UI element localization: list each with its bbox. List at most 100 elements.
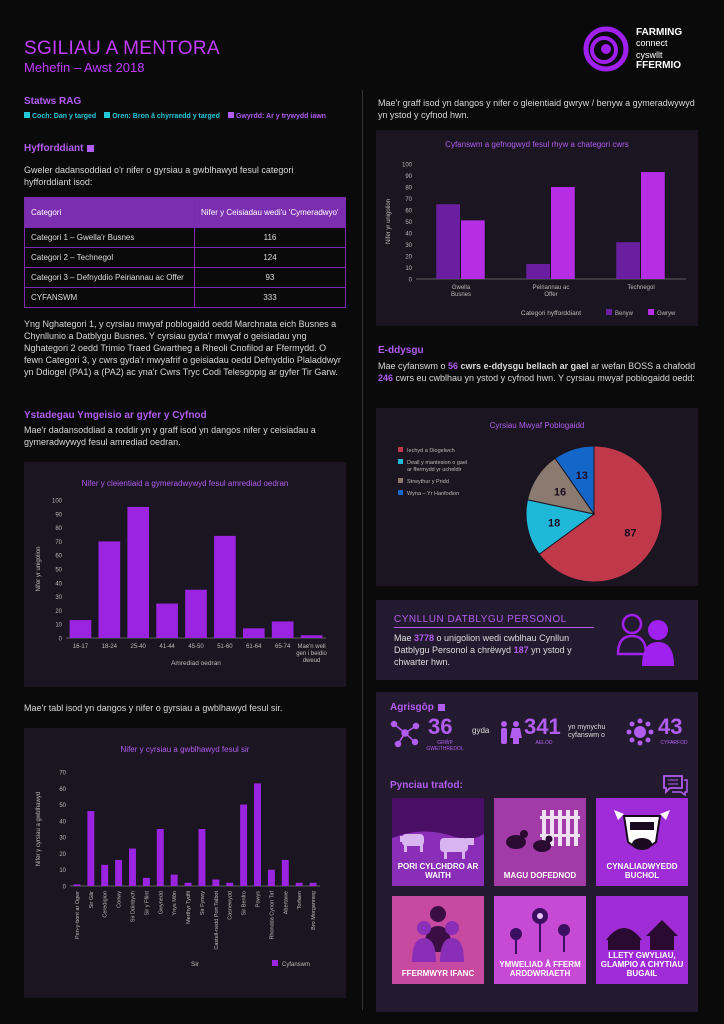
- y-tick-label: 10: [405, 266, 412, 272]
- ages-intro: Mae'r dadansoddiad a roddir yn y graff i…: [24, 425, 316, 447]
- training-body: Yng Nghategori 1, y cyrsiau mwyaf poblog…: [24, 319, 341, 377]
- bar: [551, 187, 575, 279]
- table-cell: 124: [194, 247, 346, 268]
- pie-data-label: 18: [548, 518, 560, 530]
- legend-swatch: [648, 309, 654, 315]
- y-tick-label: 40: [405, 232, 412, 238]
- page-subtitle: Mehefin – Awst 2018: [24, 60, 145, 75]
- x-tick-label: Pen-y-bont ar Ogwr: [75, 891, 81, 939]
- y-tick-label: 70: [405, 197, 412, 203]
- pie-data-label: 16: [554, 486, 566, 498]
- x-tick-label: Ynys Môn: [172, 891, 178, 915]
- y-axis-label: Nifer yr unigolion: [36, 546, 42, 591]
- x-tick-label: 51-60: [217, 644, 233, 650]
- topic-label: CYNALIADWYEDD BUCHOL: [606, 862, 678, 880]
- x-axis-label: Categori hyfforddiant: [521, 310, 581, 317]
- y-tick-label: 90: [55, 512, 62, 518]
- legend-swatch: [398, 478, 403, 483]
- gender-intro: Mae'r graff isod yn dangos y nifer o gle…: [378, 98, 695, 120]
- gender-chart-panel: Cyfanswm a gefnogwyd fesul rhyw a chateg…: [376, 130, 698, 326]
- swirl-logo-icon: [583, 26, 629, 72]
- y-tick-label: 10: [59, 868, 66, 874]
- x-tick-label: Torfaen: [297, 891, 303, 909]
- topics-title: Pynciau trafod:: [390, 780, 463, 791]
- pie-slice: [538, 445, 663, 583]
- x-tick-label: Sir Benfro: [242, 891, 248, 915]
- x-tick-label: Casnewydd: [228, 891, 234, 920]
- topic-tile-grazing: PORI CYLCHDRO AR WAITH: [392, 798, 484, 886]
- x-tick-label: Abertawe: [283, 891, 289, 914]
- pie-chart-panel: Cyrsiau Mwyaf Poblogaidd 87 18 16 13 Iechyd a…: [376, 408, 698, 586]
- people-icon: [616, 613, 674, 666]
- topic-tile-young-farmers: FFERMWYR IFANC: [392, 896, 484, 984]
- poultry-icon: [494, 798, 586, 886]
- table-cell: 333: [194, 287, 346, 308]
- topic-tile-cattle: CYNALIADWYEDD BUCHOL: [596, 798, 688, 886]
- y-tick-label: 60: [405, 209, 412, 215]
- bar: [254, 783, 261, 886]
- bar: [198, 829, 206, 886]
- pdp-text: Mae 3778 o unigolion wedi cwblhau Cynllu…: [394, 633, 572, 667]
- legend-label: Iechyd a Diogelwch: [407, 448, 455, 454]
- bar: [526, 264, 550, 279]
- bar: [641, 172, 665, 279]
- legend-label: Cyfanswm: [282, 962, 310, 968]
- logo-ffermio: FFERMIO: [636, 60, 681, 71]
- topic-tile-horticulture: YMWELIAD Â FFERM ARDDWRIAETH: [494, 896, 586, 984]
- section-square-icon: [437, 703, 445, 711]
- network-icon: [390, 720, 420, 748]
- rag-red: Coch: Dan y targed: [24, 112, 96, 120]
- y-tick-label: 50: [55, 568, 62, 574]
- bar: [295, 882, 303, 886]
- chart-title: Cyfanswm a gefnogwyd fesul rhyw a chateg…: [445, 140, 629, 149]
- gender-chart: Cyfanswm a gefnogwyd fesul rhyw a chateg…: [386, 140, 686, 317]
- table-cell: Categori 2 – Technegol: [24, 247, 195, 268]
- x-tick-label: 41-44: [159, 644, 175, 650]
- x-tick-label: Conwy: [117, 891, 123, 908]
- table-cell: Categori 3 – Defnyddio Peiriannau ac Off…: [24, 267, 195, 288]
- topic-label: LLETY GWYLIAU, GLAMPIO A CHYTIAU BUGAIL: [600, 951, 684, 978]
- y-tick-label: 50: [59, 803, 66, 809]
- legend-swatch: [398, 459, 403, 464]
- y-tick-label: 30: [55, 595, 62, 601]
- bar: [242, 628, 265, 638]
- rag-title: Statws RAG: [24, 96, 82, 107]
- y-tick-label: 20: [59, 852, 66, 858]
- elearning-title: E-ddysgu: [378, 345, 424, 356]
- legend-label: Benyw: [615, 311, 634, 317]
- bar: [87, 811, 95, 886]
- table-row: Categori 3 – Defnyddio Peiriannau ac Off…: [24, 267, 346, 288]
- table-header-count: Nifer y Ceisiadau wedi'u 'Cymeradwyo': [194, 197, 346, 228]
- bar: [436, 204, 460, 279]
- x-tick-label: 65-74: [275, 644, 291, 650]
- bar: [281, 859, 289, 886]
- bar: [101, 864, 109, 886]
- topic-label: MAGU DOFEDNOD: [503, 871, 577, 880]
- elearning-text: Mae cyfanswm o 56 cwrs e-ddysgu bellach …: [378, 361, 696, 383]
- x-tick-label: 25-40: [131, 644, 147, 650]
- y-tick-label: 70: [59, 771, 66, 777]
- topic-label: FFERMWYR IFANC: [401, 969, 475, 978]
- y-tick-label: 50: [405, 220, 412, 226]
- y-tick-label: 10: [55, 623, 62, 629]
- x-axis-label: Sir: [191, 961, 200, 968]
- pdp-title: CYNLLUN DATBLYGU PERSONOL: [394, 614, 567, 625]
- legend-swatch: [398, 447, 403, 452]
- members-count: 341: [524, 714, 561, 739]
- bar: [185, 589, 207, 638]
- bar: [98, 541, 121, 638]
- training-table: Categori Nifer y Ceisiadau wedi'u 'Cymer…: [24, 197, 346, 308]
- page-title: SGILIAU A MENTORA: [24, 38, 220, 59]
- bar: [115, 859, 123, 886]
- y-tick-label: 20: [55, 609, 62, 615]
- ages-after: Mae'r tabl isod yn dangos y nifer o gyrs…: [24, 703, 283, 713]
- age-chart: Nifer y cleientiaid a gymeradwywyd fesul…: [36, 479, 328, 667]
- cow-head-icon: [596, 798, 688, 886]
- x-tick-label: 18-24: [102, 644, 118, 650]
- ages-title: Ystadegau Ymgeisio ar gyfer y Cyfnod: [24, 410, 207, 421]
- x-tick-label: Bro Morgannwg: [311, 891, 317, 930]
- x-tick-label: 16-17: [73, 644, 89, 650]
- x-axis-label: Amrediad oedran: [171, 660, 221, 667]
- chat-icon: [663, 775, 688, 796]
- table-row: Categori 1 – Gwella'r Busnes 116: [24, 227, 346, 248]
